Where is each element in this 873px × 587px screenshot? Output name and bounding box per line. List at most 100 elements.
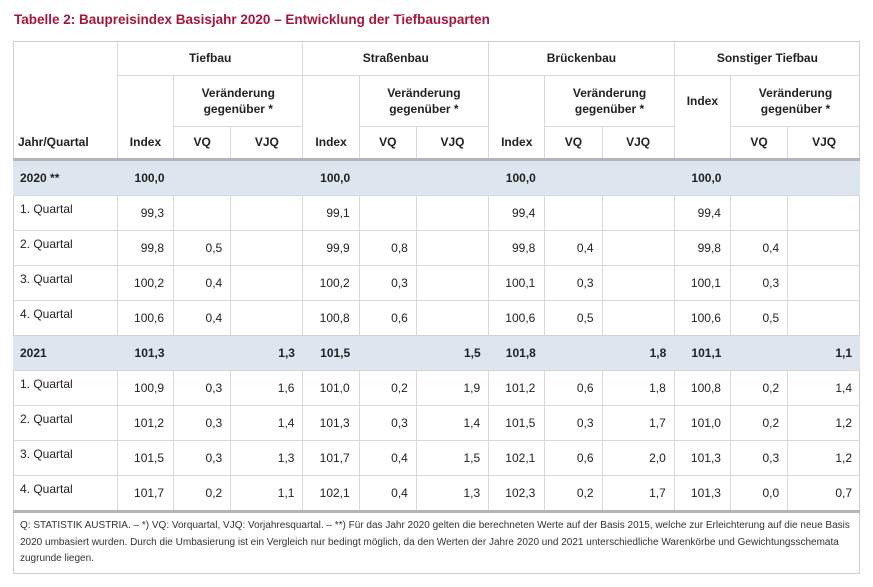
row-label: 2. Quartal bbox=[13, 229, 118, 265]
index-header: Index bbox=[116, 126, 174, 161]
index-header: Index bbox=[488, 126, 545, 161]
vq-cell: 0,3 bbox=[729, 264, 788, 300]
row-label: 3. Quartal bbox=[13, 264, 118, 300]
vq-cell: 0,3 bbox=[729, 439, 788, 475]
index-cell: 99,1 bbox=[302, 194, 360, 230]
vjq-cell: 1,4 bbox=[230, 404, 303, 440]
vjq-cell bbox=[230, 158, 303, 195]
vq-cell: 0,3 bbox=[173, 439, 231, 475]
index-cell: 99,8 bbox=[673, 229, 731, 265]
table-row: 2. Quartal 99,8 0,5 99,9 0,8 99,8 0,4 99,8 0,4 bbox=[13, 229, 860, 265]
vjq-cell: 1,5 bbox=[416, 334, 489, 370]
index-cell: 99,4 bbox=[673, 194, 731, 230]
index-cell: 99,8 bbox=[116, 229, 174, 265]
index-cell: 101,7 bbox=[116, 474, 174, 513]
row-label: 1. Quartal bbox=[13, 194, 118, 230]
row-label: 1. Quartal bbox=[13, 369, 118, 405]
index-cell: 100,1 bbox=[673, 264, 731, 300]
vq-cell: 0,5 bbox=[544, 299, 603, 335]
vjq-cell: 1,3 bbox=[230, 334, 303, 370]
vjq-cell: 1,4 bbox=[415, 404, 489, 440]
vq-cell: 0,4 bbox=[544, 229, 603, 265]
index-cell: 99,3 bbox=[116, 194, 174, 230]
vq-cell: 0,3 bbox=[173, 369, 231, 405]
header-corner bbox=[13, 41, 117, 75]
vjq-cell: 1,2 bbox=[787, 404, 860, 440]
index-cell: 101,3 bbox=[302, 404, 360, 440]
vjq-cell bbox=[416, 158, 489, 195]
vjq-cell bbox=[601, 229, 675, 265]
index-header: Index bbox=[673, 75, 731, 126]
index-cell: 101,1 bbox=[674, 334, 731, 370]
vq-cell bbox=[730, 158, 788, 195]
vjq-cell: 1,7 bbox=[601, 404, 675, 440]
vjq-cell: 1,4 bbox=[787, 369, 860, 405]
vq-header: VQ bbox=[729, 126, 788, 161]
vjq-cell bbox=[601, 299, 675, 335]
vq-cell: 0,6 bbox=[544, 439, 603, 475]
vjq-header: VJQ bbox=[787, 126, 860, 161]
vjq-cell: 1,1 bbox=[230, 474, 303, 513]
vjq-cell bbox=[787, 194, 860, 230]
vq-cell: 0,3 bbox=[358, 264, 417, 300]
table-row: 2. Quartal 101,2 0,3 1,4 101,3 0,3 1,4 101,5 0,3… bbox=[13, 404, 860, 440]
vjq-cell bbox=[230, 299, 303, 335]
table-row: 3. Quartal 100,2 0,4 100,2 0,3 100,1 0,3 100,1 0… bbox=[13, 264, 860, 300]
index-cell: 100,0 bbox=[302, 158, 360, 195]
index-cell: 102,3 bbox=[488, 474, 545, 513]
row-label: 2020 ** bbox=[13, 158, 118, 195]
index-cell: 100,2 bbox=[302, 264, 360, 300]
vq-cell bbox=[729, 194, 788, 230]
row-label: 3. Quartal bbox=[13, 439, 118, 475]
vq-cell bbox=[173, 334, 231, 370]
group-header-strassenbau: Straßenbau bbox=[302, 41, 489, 76]
index-cell: 102,1 bbox=[302, 474, 360, 513]
vjq-cell bbox=[415, 194, 489, 230]
index-cell: 99,8 bbox=[488, 229, 545, 265]
vq-cell bbox=[173, 158, 231, 195]
vq-cell bbox=[544, 334, 603, 370]
vq-cell: 0,6 bbox=[358, 299, 417, 335]
vjq-cell: 1,3 bbox=[415, 474, 489, 513]
vjq-cell bbox=[415, 264, 489, 300]
vq-cell bbox=[544, 194, 603, 230]
vjq-cell bbox=[230, 194, 303, 230]
group-header-sonstiger-tiefbau: Sonstiger Tiefbau bbox=[673, 41, 860, 76]
group-header-brueckenbau: Brückenbau bbox=[488, 41, 675, 76]
vq-cell: 0,5 bbox=[729, 299, 788, 335]
vq-cell bbox=[173, 194, 231, 230]
vjq-cell: 1,3 bbox=[230, 439, 303, 475]
vq-cell: 0,2 bbox=[729, 369, 788, 405]
vq-header: VQ bbox=[544, 126, 603, 161]
index-cell: 99,9 bbox=[302, 229, 360, 265]
index-cell: 101,5 bbox=[302, 334, 360, 370]
group-header-tiefbau: Tiefbau bbox=[116, 41, 303, 76]
table-body: 2020 ** 100,0 100,0 100,0 100,0 1. Quartal 99,… bbox=[13, 158, 860, 513]
table-row: 4. Quartal 100,6 0,4 100,8 0,6 100,6 0,5 100,6 0… bbox=[13, 299, 860, 335]
vq-cell: 0,4 bbox=[358, 474, 417, 513]
index-cell: 101,3 bbox=[673, 439, 731, 475]
vjq-cell: 1,1 bbox=[787, 334, 860, 370]
vjq-cell bbox=[601, 264, 675, 300]
vq-cell: 0,4 bbox=[173, 264, 231, 300]
table-title: Tabelle 2: Baupreisindex Basisjahr 2020 … bbox=[14, 12, 490, 27]
index-cell: 100,1 bbox=[488, 264, 545, 300]
index-cell: 100,6 bbox=[673, 299, 731, 335]
vq-cell: 0,4 bbox=[729, 229, 788, 265]
index-cell: 101,0 bbox=[673, 404, 731, 440]
row-label: 2. Quartal bbox=[13, 404, 118, 440]
index-cell: 100,9 bbox=[116, 369, 174, 405]
index-cell: 100,8 bbox=[302, 299, 360, 335]
vq-cell: 0,5 bbox=[173, 229, 231, 265]
row-label: 4. Quartal bbox=[13, 474, 118, 513]
row-label-header: Jahr/Quartal bbox=[13, 126, 118, 161]
vq-cell: 0,3 bbox=[173, 404, 231, 440]
year-row: 2021 101,3 1,3 101,5 1,5 101,8 1,8 101,1 1,1 bbox=[13, 334, 860, 370]
index-cell: 101,7 bbox=[302, 439, 360, 475]
vjq-cell: 0,7 bbox=[787, 474, 860, 513]
vq-cell: 0,3 bbox=[544, 404, 603, 440]
vq-cell: 0,4 bbox=[173, 299, 231, 335]
index-cell: 100,8 bbox=[673, 369, 731, 405]
index-cell: 100,0 bbox=[674, 158, 731, 195]
table-row: 1. Quartal 99,3 99,1 99,4 99,4 bbox=[13, 194, 860, 230]
